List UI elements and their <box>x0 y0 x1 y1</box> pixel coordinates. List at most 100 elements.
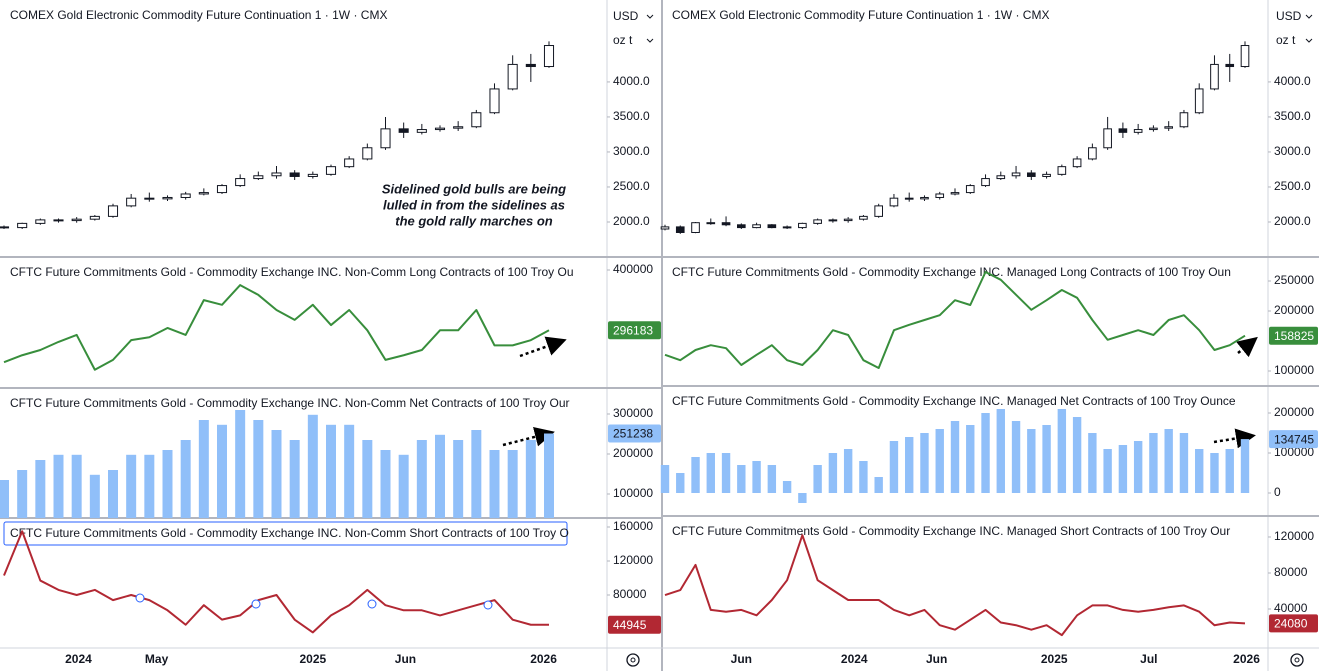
candle-body <box>691 222 700 233</box>
pane-title: CFTC Future Commitments Gold - Commodity… <box>10 526 569 540</box>
bar <box>108 470 118 518</box>
candle-body <box>271 172 282 177</box>
event-marker[interactable] <box>367 599 377 609</box>
x-tick-label: Jun <box>395 652 416 666</box>
bar <box>289 440 300 518</box>
candle-body <box>1072 158 1082 168</box>
candle-body <box>17 222 28 229</box>
candle-body <box>889 197 899 207</box>
candle-body <box>828 219 838 222</box>
candle-body <box>162 196 173 200</box>
pane-title: CFTC Future Commitments Gold - Commodity… <box>672 394 1236 408</box>
candle-body <box>675 226 685 233</box>
bar <box>981 413 990 493</box>
bar <box>1027 429 1036 493</box>
candle-body <box>126 197 137 207</box>
annotation: the gold rally marches on <box>395 213 553 228</box>
annotation: Sidelined gold bulls are being <box>382 181 566 196</box>
candle-body <box>721 222 731 226</box>
candle-body <box>798 222 807 229</box>
bar <box>920 433 929 493</box>
trend-arrow <box>1213 428 1256 449</box>
bar <box>1072 417 1082 493</box>
bar <box>198 420 209 518</box>
pane-title: COMEX Gold Electronic Commodity Future C… <box>10 8 387 22</box>
bar <box>1088 433 1097 493</box>
candle-body <box>289 172 300 177</box>
bar <box>1149 433 1158 493</box>
candle-body <box>325 166 337 175</box>
bar <box>162 450 173 518</box>
candle-body <box>1210 63 1219 90</box>
last-value-label: 134745 <box>1274 432 1314 446</box>
last-value-box <box>608 321 661 340</box>
chevron <box>646 38 654 43</box>
bar <box>89 474 100 518</box>
candle-body <box>398 128 409 133</box>
candle-body <box>253 175 264 180</box>
y-tick-label: 100000 <box>613 486 653 500</box>
selected-legend[interactable] <box>3 521 568 546</box>
candle-body <box>543 45 555 68</box>
annotation: lulled in from the sidelines as <box>383 197 565 212</box>
unit-label[interactable]: oz t <box>1276 33 1296 47</box>
candle-body <box>198 192 209 195</box>
candle-body <box>874 205 883 217</box>
candle-body <box>1133 129 1143 133</box>
y-tick-label: 100000 <box>1274 445 1314 459</box>
bar <box>1195 449 1204 493</box>
bar <box>813 465 822 493</box>
bar <box>326 424 336 518</box>
trend-arrow <box>519 336 567 358</box>
pane-title: CFTC Future Commitments Gold - Commodity… <box>672 524 1230 538</box>
bar <box>828 453 838 493</box>
bar <box>271 430 282 518</box>
bar <box>235 410 246 518</box>
currency-label[interactable]: USD <box>613 9 639 23</box>
bar <box>889 441 899 493</box>
currency-button[interactable]: USD <box>1276 9 1313 23</box>
bar <box>126 454 137 518</box>
bar <box>676 473 685 493</box>
y-tick-label: 3000.0 <box>1274 144 1311 158</box>
bar <box>398 454 409 518</box>
candle-body <box>53 219 64 222</box>
last-value-box <box>608 424 661 443</box>
candle-body <box>1179 112 1189 128</box>
bar <box>782 481 792 493</box>
event-marker[interactable] <box>483 600 493 610</box>
bar <box>1179 433 1189 493</box>
pane-title: CFTC Future Commitments Gold - Commodity… <box>672 265 1231 279</box>
candle-body <box>767 224 777 229</box>
currency-label[interactable]: USD <box>1276 9 1302 23</box>
candle-body <box>216 185 228 194</box>
x-tick-label: 2024 <box>841 652 868 666</box>
unit-button[interactable]: oz t <box>1276 33 1313 47</box>
bar <box>144 454 155 518</box>
candle-body <box>489 88 500 114</box>
y-tick-label: 300000 <box>613 406 653 420</box>
settings-icon[interactable] <box>626 653 640 667</box>
currency-button[interactable]: USD <box>613 9 654 23</box>
settings-icon[interactable] <box>1290 653 1304 667</box>
last-value-box <box>1269 326 1318 345</box>
event-marker[interactable] <box>135 593 145 603</box>
bar <box>935 429 944 493</box>
candle-body <box>471 112 482 128</box>
bar <box>489 450 500 518</box>
series-line <box>3 284 550 371</box>
last-value-label: 24080 <box>1274 617 1308 631</box>
candle-body <box>904 197 914 200</box>
x-tick-label: May <box>145 652 169 666</box>
bar <box>362 440 373 518</box>
bar <box>966 425 975 493</box>
unit-button[interactable]: oz t <box>613 33 654 47</box>
y-tick-label: 4000.0 <box>613 74 650 88</box>
candle-body <box>107 205 119 217</box>
last-value-label: 158825 <box>1274 329 1314 343</box>
bar <box>1210 453 1219 493</box>
unit-label[interactable]: oz t <box>613 33 633 47</box>
event-marker[interactable] <box>251 599 261 609</box>
series-line <box>664 271 1246 369</box>
